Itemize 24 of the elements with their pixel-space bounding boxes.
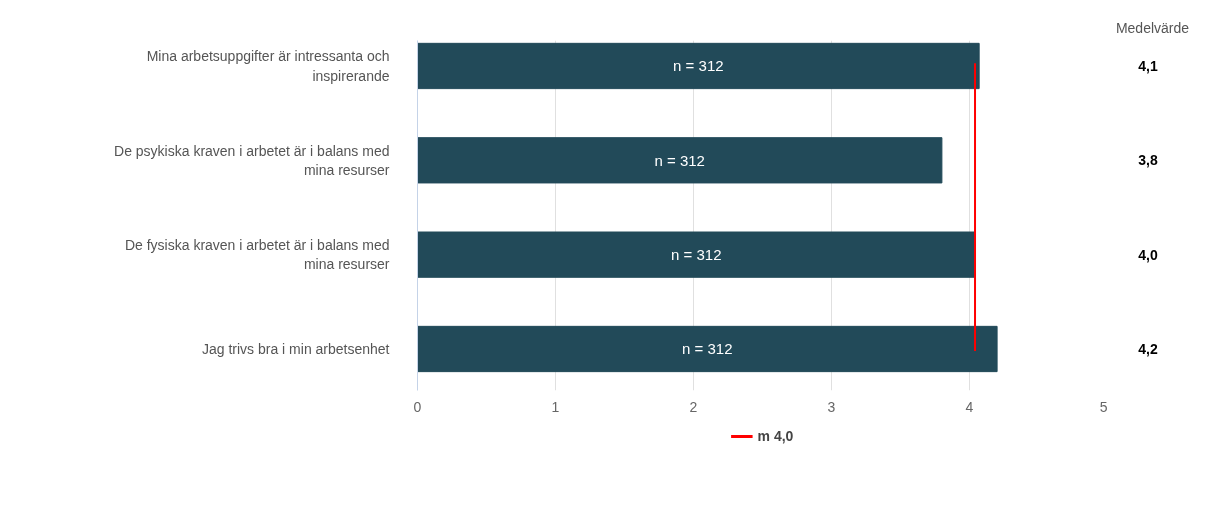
x-tick-label: 0 [413, 398, 422, 415]
y-tick-label: De fysiska kraven i arbetet är i balans med mina resurser [124, 237, 390, 273]
annotation: n = 312 [671, 246, 722, 264]
y-tick-label: De psykiska kraven i arbetet är i balans med mina resurser [114, 142, 390, 178]
x-tick-label: 3 [827, 398, 836, 415]
annotation: n = 312 [682, 340, 733, 358]
y-tick-label: Jag trivs bra i min arbetsenhet [201, 340, 390, 357]
bar [417, 137, 943, 184]
annotation: n = 312 [654, 151, 705, 169]
bar [417, 325, 998, 373]
bar [417, 231, 976, 278]
y-tick-label: Mina arbetsuppgifter är intressanta och inspirerande [146, 48, 390, 84]
annotation: n = 312 [673, 57, 724, 75]
x-tick-label: 4 [965, 398, 974, 415]
text: Medelvärde [1115, 19, 1190, 36]
legend-label: m 4,0 [757, 428, 794, 444]
x-tick-label: 5 [1099, 398, 1108, 415]
data-label: 4,2 [1138, 340, 1158, 357]
data-label: 3,8 [1138, 152, 1158, 169]
bar [417, 42, 980, 90]
x-tick-label: 2 [689, 398, 698, 415]
data-label: 4,0 [1138, 246, 1158, 263]
data-label: 4,1 [1138, 57, 1158, 74]
x-tick-label: 1 [551, 398, 560, 415]
